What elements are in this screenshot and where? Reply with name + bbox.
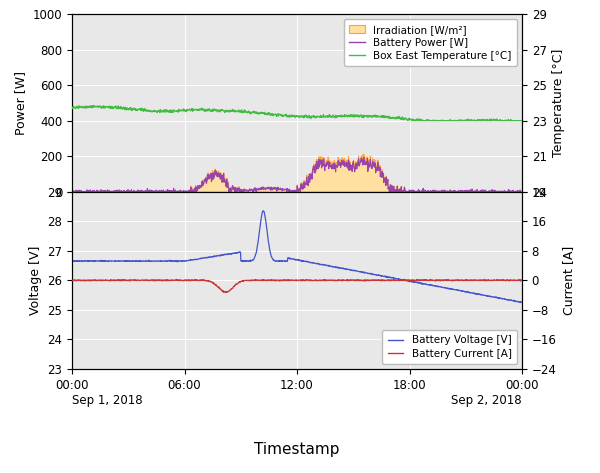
Y-axis label: Power [W]: Power [W] <box>14 71 27 135</box>
Y-axis label: Voltage [V]: Voltage [V] <box>29 245 42 315</box>
Text: Sep 1, 2018: Sep 1, 2018 <box>72 394 143 407</box>
Legend: Irradiation [W/m²], Battery Power [W], Box East Temperature [°C]: Irradiation [W/m²], Battery Power [W], B… <box>344 19 517 66</box>
Text: Sep 2, 2018: Sep 2, 2018 <box>451 394 522 407</box>
Y-axis label: Temperature [°C]: Temperature [°C] <box>552 49 565 157</box>
Legend: Battery Voltage [V], Battery Current [A]: Battery Voltage [V], Battery Current [A] <box>382 330 517 364</box>
Text: Timestamp: Timestamp <box>254 442 340 457</box>
Y-axis label: Current [A]: Current [A] <box>562 245 575 315</box>
